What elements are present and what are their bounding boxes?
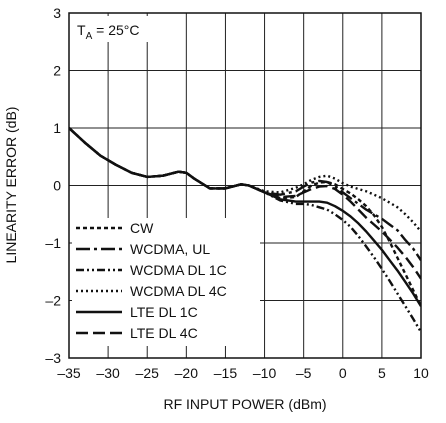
series-lte-dl-4c: [69, 127, 421, 280]
x-tick-label: –5: [296, 365, 312, 381]
x-axis-label: RF INPUT POWER (dBm): [163, 396, 326, 412]
legend-background: [72, 218, 260, 346]
annotation-background: [72, 16, 158, 42]
legend-label: WCDMA, UL: [130, 241, 210, 257]
annotation-subscript: A: [86, 31, 93, 42]
y-tick-label: –2: [45, 293, 61, 309]
x-tick-label: –20: [175, 365, 199, 381]
legend-label: CW: [130, 220, 154, 236]
legend-label: WCDMA DL 4C: [130, 283, 227, 299]
annotation-base: T: [77, 22, 86, 38]
series-wcdma-dl-4c: [69, 127, 421, 233]
y-tick-label: 0: [53, 178, 61, 194]
y-tick-label: 1: [53, 120, 61, 136]
series-wcdma-ul: [69, 127, 421, 261]
annotation-text: TA = 25°C: [77, 22, 139, 42]
x-tick-label: –35: [57, 365, 81, 381]
y-tick-label: –3: [45, 350, 61, 366]
x-tick-labels: –35 –30 –25 –20 –15 –10 –5 0 5 10: [57, 365, 429, 381]
annotation-rest: = 25°C: [92, 22, 139, 38]
x-tick-label: –10: [253, 365, 277, 381]
y-tick-label: –1: [45, 235, 61, 251]
series-layer: [69, 127, 421, 333]
legend-label: LTE DL 1C: [130, 304, 198, 320]
series-wcdma-dl-1c: [69, 127, 421, 333]
y-tick-label: 2: [53, 63, 61, 79]
legend-label: LTE DL 4C: [130, 325, 198, 341]
x-tick-label: –15: [214, 365, 238, 381]
y-tick-labels: –3 –2 –1 0 1 2 3: [45, 5, 61, 366]
y-axis-label: LINEARITY ERROR (dB): [3, 107, 19, 264]
x-tick-label: –25: [136, 365, 160, 381]
temperature-annotation: TA = 25°C: [72, 16, 158, 42]
series-lte-dl-1c: [69, 127, 421, 307]
x-tick-label: –30: [96, 365, 120, 381]
x-tick-label: 5: [378, 365, 386, 381]
x-tick-label: 0: [339, 365, 347, 381]
legend: CW WCDMA, UL WCDMA DL 1C WCDMA DL 4C LTE DL …: [72, 218, 260, 346]
legend-label: WCDMA DL 1C: [130, 262, 227, 278]
plot-frame: [68, 12, 422, 359]
x-tick-label: 10: [413, 365, 429, 381]
y-tick-label: 3: [53, 5, 61, 21]
